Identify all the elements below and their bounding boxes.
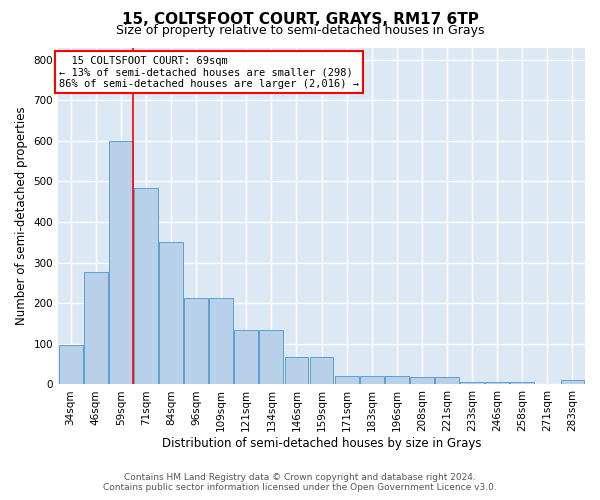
Bar xyxy=(360,376,383,384)
Y-axis label: Number of semi-detached properties: Number of semi-detached properties xyxy=(15,106,28,326)
Bar xyxy=(184,298,208,384)
Bar xyxy=(209,298,233,384)
Bar xyxy=(385,376,409,384)
Bar xyxy=(109,141,133,384)
Bar xyxy=(410,377,434,384)
Text: 15, COLTSFOOT COURT, GRAYS, RM17 6TP: 15, COLTSFOOT COURT, GRAYS, RM17 6TP xyxy=(122,12,478,26)
Bar xyxy=(310,357,334,384)
Bar xyxy=(259,330,283,384)
Bar xyxy=(59,345,83,385)
Bar xyxy=(159,242,183,384)
Bar xyxy=(485,382,509,384)
Bar xyxy=(284,357,308,384)
Text: Size of property relative to semi-detached houses in Grays: Size of property relative to semi-detach… xyxy=(116,24,484,37)
Bar xyxy=(435,377,459,384)
X-axis label: Distribution of semi-detached houses by size in Grays: Distribution of semi-detached houses by … xyxy=(162,437,481,450)
Bar xyxy=(84,272,107,384)
Text: Contains HM Land Registry data © Crown copyright and database right 2024.
Contai: Contains HM Land Registry data © Crown c… xyxy=(103,473,497,492)
Bar xyxy=(134,188,158,384)
Bar xyxy=(460,382,484,384)
Bar xyxy=(335,376,359,384)
Bar xyxy=(560,380,584,384)
Text: 15 COLTSFOOT COURT: 69sqm
← 13% of semi-detached houses are smaller (298)
86% of: 15 COLTSFOOT COURT: 69sqm ← 13% of semi-… xyxy=(59,56,359,89)
Bar xyxy=(511,382,534,384)
Bar xyxy=(235,330,258,384)
